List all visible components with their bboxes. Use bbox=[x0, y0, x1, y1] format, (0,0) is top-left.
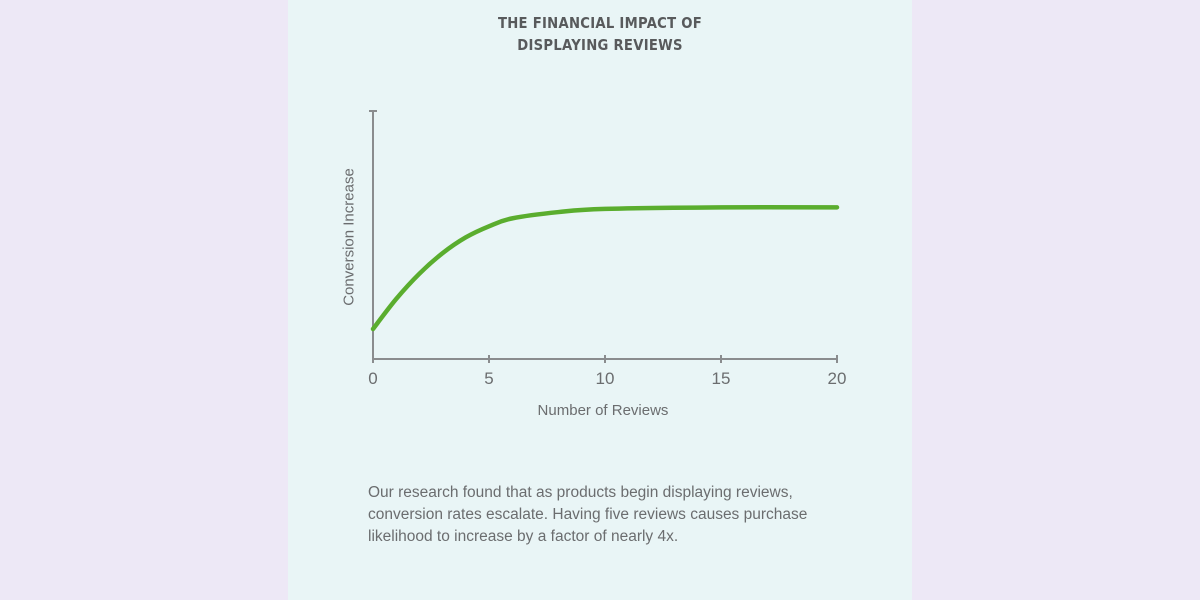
title-line-2: DISPLAYING REVIEWS bbox=[517, 36, 683, 54]
x-axis-label: Number of Reviews bbox=[537, 402, 669, 419]
x-tick-0: 0 bbox=[368, 369, 378, 388]
x-tick-5: 5 bbox=[484, 369, 494, 388]
infographic-panel bbox=[288, 0, 912, 600]
y-axis-label: Conversion Increase bbox=[340, 168, 358, 306]
title-line-1: THE FINANCIAL IMPACT OF bbox=[497, 14, 703, 32]
x-tick-15: 15 bbox=[711, 369, 731, 388]
chart-title: THE FINANCIAL IMPACT OF DISPLAYING REVIE… bbox=[325, 12, 874, 56]
description-text: Our research found that as products begi… bbox=[368, 484, 808, 545]
x-tick-10: 10 bbox=[595, 369, 615, 388]
x-tick-20: 20 bbox=[827, 369, 847, 388]
conversion-curve bbox=[370, 204, 840, 332]
y-axis bbox=[369, 110, 377, 359]
x-axis bbox=[372, 355, 838, 363]
